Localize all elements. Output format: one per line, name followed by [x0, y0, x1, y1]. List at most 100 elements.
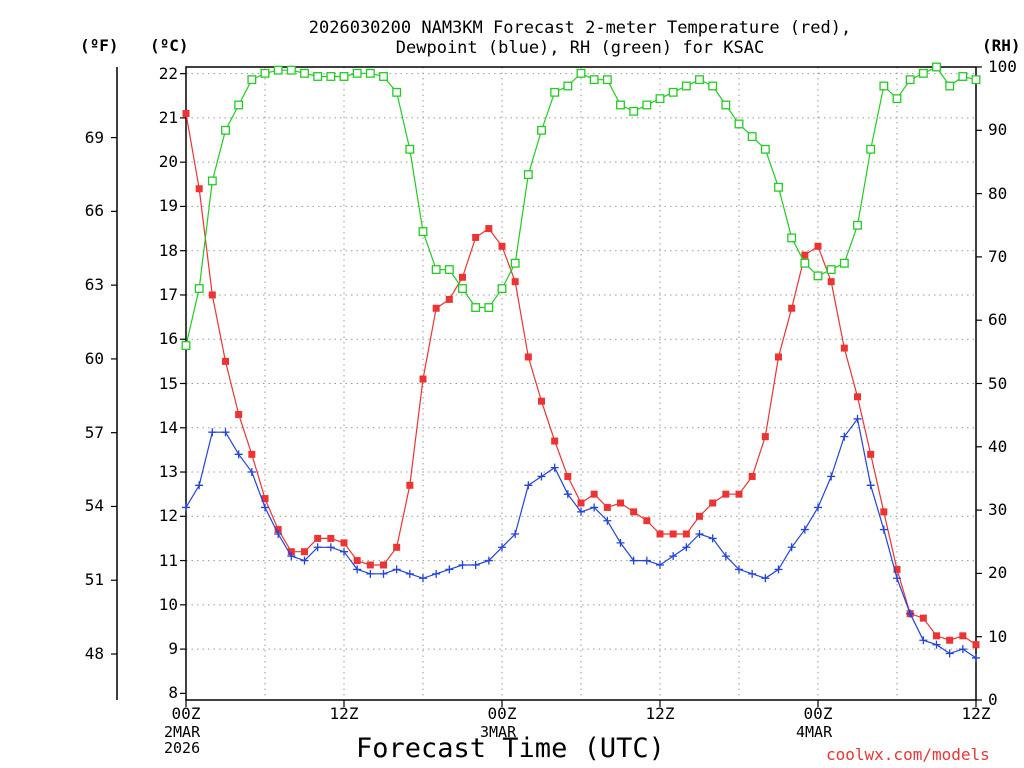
rh-tick-label: 10 — [988, 626, 1008, 646]
rh-point — [221, 125, 230, 135]
rh-point — [945, 81, 955, 91]
dewpoint-point — [616, 538, 625, 547]
temperature-point — [459, 273, 466, 281]
dewpoint-point — [656, 560, 664, 569]
temperature-point — [617, 499, 624, 507]
dewpoint-point — [708, 534, 717, 543]
temperature-point — [880, 508, 888, 516]
rh-tick-label: 30 — [988, 500, 1008, 520]
rh-point — [905, 75, 915, 85]
rh-tick-label: 70 — [988, 246, 1008, 266]
dewpoint-point — [274, 530, 283, 539]
temperature-point — [840, 344, 848, 352]
rh-point — [655, 94, 665, 104]
temperature-point — [893, 565, 901, 573]
fahrenheit-tick-label: 48 — [84, 644, 104, 663]
rh-point — [589, 75, 599, 85]
rh-point — [326, 72, 336, 81]
rh-point — [273, 65, 283, 75]
rh-point — [392, 87, 402, 97]
rh-point — [668, 87, 678, 97]
temperature-point — [788, 304, 796, 312]
dewpoint-point — [879, 525, 888, 534]
temperature-point — [353, 557, 361, 565]
temperature-point — [261, 495, 269, 503]
x-tick-label: 12Z — [645, 704, 675, 723]
temperature-point — [972, 641, 980, 649]
dewpoint-point — [814, 503, 822, 512]
rh-tick-label: 40 — [988, 436, 1008, 456]
series-layer — [181, 62, 981, 662]
temperature-point — [854, 393, 861, 401]
rh-point — [313, 72, 323, 81]
dewpoint-point — [326, 543, 335, 552]
dewpoint-point — [419, 574, 427, 583]
credit-label: coolwx.com/models — [826, 745, 990, 764]
temperature-point — [577, 499, 585, 507]
dewpoint-point — [563, 490, 572, 499]
fahrenheit-tick-label: 60 — [84, 348, 104, 368]
fahrenheit-tick-label: 57 — [84, 422, 104, 442]
temperature-point — [235, 410, 243, 418]
celsius-tick-label: 11 — [158, 550, 178, 570]
rh-point — [602, 75, 612, 85]
dewpoint-point — [445, 565, 454, 574]
rh-point — [339, 72, 349, 81]
x-tick-label: 12Z — [961, 704, 991, 723]
rh-point — [352, 68, 362, 78]
dewpoint-point — [669, 552, 678, 561]
rh-point — [708, 81, 718, 91]
temperature-point — [485, 225, 493, 233]
dewpoint-point — [787, 543, 796, 552]
rh-point — [892, 94, 902, 104]
dewpoint-point — [313, 543, 322, 552]
x-year-label: 2026 — [164, 739, 201, 757]
temperature-point — [419, 375, 427, 383]
temperature-point — [538, 397, 545, 405]
rh-point — [458, 284, 467, 293]
rh-point — [260, 68, 270, 78]
celsius-tick-label: 21 — [158, 107, 178, 127]
temperature-point — [393, 543, 401, 551]
temperature-point — [603, 503, 611, 511]
rh-point — [471, 303, 481, 312]
chart-title-line2: Dewpoint (blue), RH (green) for KSAC — [395, 38, 765, 58]
temperature-point — [551, 437, 559, 445]
rh-point — [181, 341, 191, 350]
celsius-tick-label: 20 — [158, 152, 178, 172]
temperature-point — [472, 233, 480, 241]
rh-point — [918, 68, 928, 78]
dewpoint-point — [287, 552, 296, 561]
dewpoint-point — [458, 560, 467, 569]
dewpoint-point — [748, 569, 757, 578]
x-tick-label: 00Z — [171, 704, 201, 723]
rh-tick-label: 0 — [988, 690, 998, 709]
rh-point — [826, 265, 836, 275]
dewpoint-point — [484, 556, 493, 565]
dewpoint-point — [629, 556, 638, 565]
dewpoint-point — [695, 530, 704, 539]
fahrenheit-tick-label: 54 — [84, 496, 104, 516]
rh-point — [300, 68, 309, 78]
temperature-point — [274, 526, 282, 534]
dewpoint-point — [577, 507, 585, 516]
dewpoint-point — [537, 472, 546, 481]
fahrenheit-tick-label: 66 — [84, 201, 104, 221]
dewpoint-point — [195, 481, 204, 490]
rh-point — [879, 81, 889, 91]
dewpoint-line — [185, 417, 977, 659]
rh-point — [932, 62, 941, 72]
dewpoint-point — [182, 503, 190, 512]
temperature-series — [182, 109, 980, 649]
fahrenheit-tick-label: 69 — [84, 127, 104, 147]
rh-point — [537, 125, 546, 135]
temperature-point — [287, 548, 295, 556]
celsius-unit-label: (ºC) — [150, 36, 189, 55]
celsius-tick-label: 14 — [158, 417, 178, 437]
celsius-tick-label: 13 — [158, 462, 178, 482]
temperature-point — [656, 530, 664, 538]
dewpoint-point — [511, 530, 520, 539]
x-date-label: 4MAR — [796, 723, 833, 741]
temperature-point — [801, 251, 809, 259]
